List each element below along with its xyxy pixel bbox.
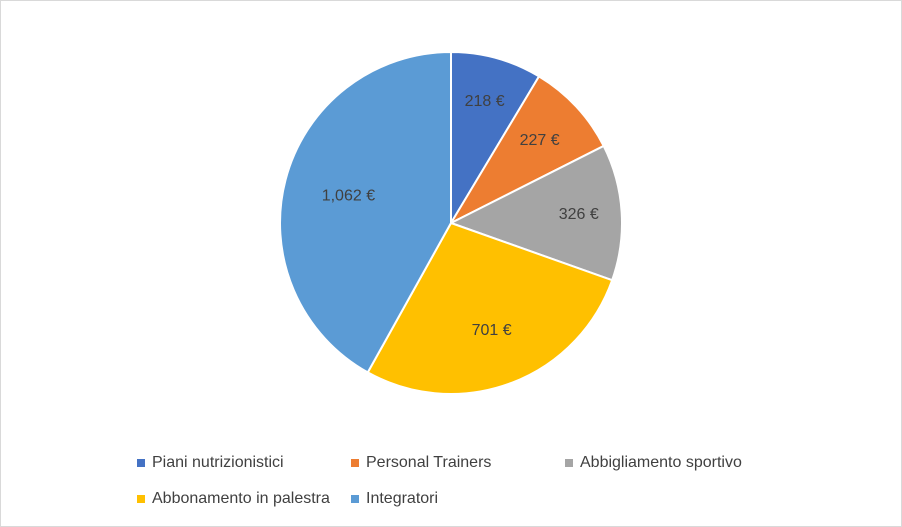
data-label: 227 € xyxy=(520,132,560,149)
pie-slice-abbigliamento-sportivo xyxy=(448,144,623,282)
data-label: 701 € xyxy=(472,322,512,339)
pie-slice-piani-nutrizionistici xyxy=(450,50,541,227)
data-label: 326 € xyxy=(559,206,599,223)
data-label: 218 € xyxy=(465,93,505,110)
data-label: 1,062 € xyxy=(322,188,375,205)
pie-slice-personal-trainers xyxy=(448,75,606,226)
pie-slice-integratori xyxy=(279,50,452,374)
pie-slice-abbonamento-in-palestra xyxy=(366,221,614,395)
